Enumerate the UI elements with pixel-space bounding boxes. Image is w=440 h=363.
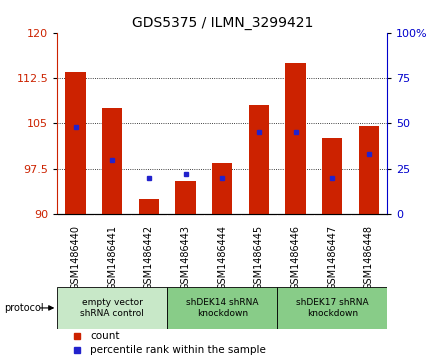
Bar: [277, 286, 387, 329]
Bar: [66, 72, 86, 214]
Bar: [286, 63, 306, 214]
Text: empty vector
shRNA control: empty vector shRNA control: [80, 298, 144, 318]
Text: count: count: [90, 331, 120, 341]
Text: GSM1486442: GSM1486442: [144, 225, 154, 290]
Text: GSM1486447: GSM1486447: [327, 225, 337, 290]
Text: GSM1486441: GSM1486441: [107, 225, 117, 290]
Text: shDEK17 shRNA
knockdown: shDEK17 shRNA knockdown: [296, 298, 369, 318]
Text: percentile rank within the sample: percentile rank within the sample: [90, 346, 266, 355]
Bar: [249, 105, 269, 214]
Text: shDEK14 shRNA
knockdown: shDEK14 shRNA knockdown: [186, 298, 258, 318]
Bar: [359, 126, 379, 214]
Text: GSM1486444: GSM1486444: [217, 225, 227, 290]
Bar: [167, 286, 277, 329]
Bar: [139, 199, 159, 214]
Text: GSM1486446: GSM1486446: [290, 225, 301, 290]
Text: protocol: protocol: [4, 303, 44, 313]
Text: GSM1486445: GSM1486445: [254, 225, 264, 290]
Title: GDS5375 / ILMN_3299421: GDS5375 / ILMN_3299421: [132, 16, 313, 30]
Bar: [176, 181, 196, 214]
Bar: [212, 163, 232, 214]
Text: GSM1486448: GSM1486448: [364, 225, 374, 290]
Bar: [102, 108, 122, 214]
Bar: [57, 286, 167, 329]
Text: GSM1486443: GSM1486443: [180, 225, 191, 290]
Text: GSM1486440: GSM1486440: [70, 225, 81, 290]
Bar: [322, 138, 342, 214]
